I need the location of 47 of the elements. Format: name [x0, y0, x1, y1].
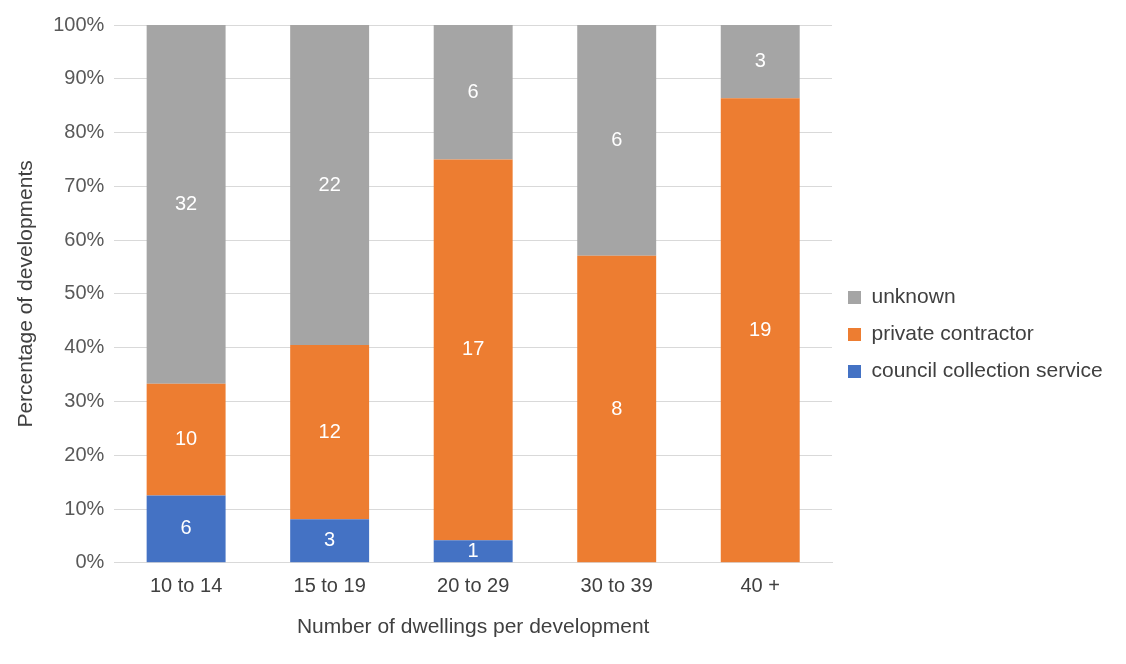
x-tick-label: 40 +: [740, 574, 780, 597]
annotation: 22: [318, 172, 341, 195]
bar: [720, 25, 800, 99]
y-tick-label: 70%: [64, 173, 105, 196]
x-tick-label: 10 to 14: [149, 574, 223, 597]
y-tick-label: 30%: [64, 388, 105, 411]
bar: [433, 159, 513, 541]
bar: [146, 383, 226, 496]
bar: [290, 344, 370, 520]
bar: [433, 25, 513, 160]
annotation: 19: [749, 317, 772, 340]
y-tick-label: 10%: [64, 496, 105, 519]
annotation: 6: [611, 127, 623, 150]
annotation: 8: [611, 396, 623, 419]
y-tick-label: 0%: [75, 550, 105, 573]
annotation: 6: [180, 516, 192, 539]
x-axis-title: Number of dwellings per development: [296, 614, 650, 638]
bar: [146, 495, 226, 563]
y-tick-label: 60%: [64, 227, 105, 250]
annotation: 12: [318, 419, 341, 442]
legend-label: council collection service: [871, 358, 1103, 382]
y-tick-label: 100%: [53, 12, 105, 35]
bar: [577, 25, 657, 256]
x-tick-label: 20 to 29: [437, 574, 510, 597]
annotation: 17: [462, 337, 485, 360]
annotation: 3: [754, 49, 766, 72]
annotation: 3: [324, 528, 336, 551]
annotation: 32: [174, 191, 198, 214]
annotation: 10: [174, 427, 198, 450]
bar: [720, 98, 800, 563]
annotation: 6: [467, 79, 479, 102]
y-axis-title: Percentage of developments: [13, 160, 37, 428]
legend-label: unknown: [871, 284, 956, 308]
bar: [433, 540, 513, 563]
y-tick-label: 80%: [64, 120, 105, 143]
y-tick-label: 50%: [64, 281, 105, 304]
x-tick-label: 15 to 19: [293, 574, 366, 597]
y-tick-label: 90%: [64, 66, 105, 89]
legend-label: private contractor: [871, 321, 1034, 345]
y-tick-label: 40%: [64, 335, 105, 358]
bar: [290, 25, 370, 345]
bar: [577, 255, 657, 563]
bar: [146, 25, 226, 384]
x-tick-label: 30 to 39: [580, 574, 653, 597]
annotation: 1: [467, 538, 479, 561]
y-tick-label: 20%: [64, 442, 105, 465]
bar: [290, 519, 370, 563]
